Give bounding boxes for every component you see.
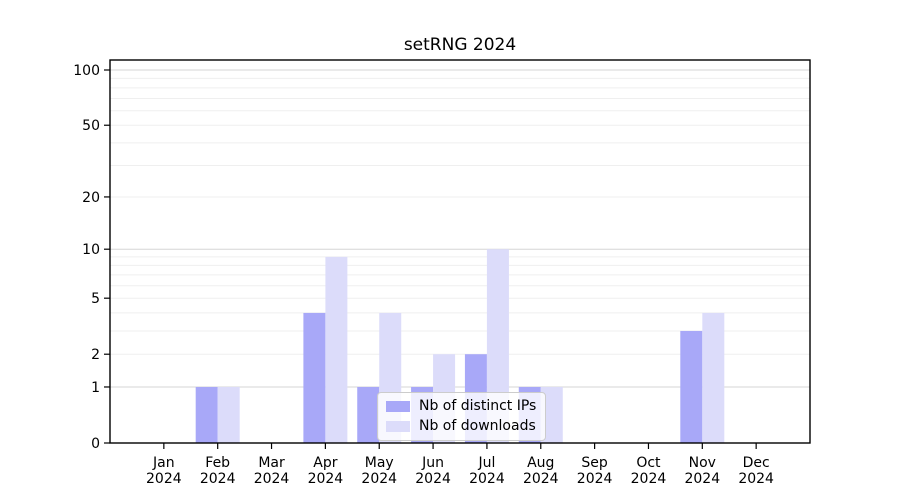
legend-swatch-nb-of-distinct-ips <box>386 401 410 412</box>
legend-label: Nb of downloads <box>419 418 536 434</box>
x-tick-label-month: Nov <box>689 455 716 471</box>
y-tick-label: 50 <box>82 118 100 134</box>
x-tick-label-year: 2024 <box>469 471 505 487</box>
bar-nb-of-downloads <box>217 386 240 443</box>
bar-nb-of-downloads <box>702 312 725 443</box>
plot-frame <box>109 59 811 444</box>
x-tick-label-year: 2024 <box>308 471 344 487</box>
x-tick-label-month: Feb <box>205 455 230 471</box>
x-tick-label-year: 2024 <box>577 471 613 487</box>
y-tick-label: 20 <box>82 190 100 206</box>
y-tick-label: 0 <box>91 436 100 452</box>
legend-label: Nb of distinct IPs <box>419 398 537 414</box>
x-tick-label-month: Dec <box>743 455 770 471</box>
chart-title: setRNG 2024 <box>403 35 517 55</box>
x-tick-label-year: 2024 <box>684 471 720 487</box>
y-tick-label: 2 <box>91 347 100 363</box>
legend: Nb of distinct IPs Nb of downloads <box>377 392 547 441</box>
x-tick-label-month: Jan <box>152 455 175 471</box>
x-tick-label-year: 2024 <box>738 471 774 487</box>
bar-nb-of-downloads <box>540 386 563 443</box>
x-tick-label-month: Jun <box>421 455 444 471</box>
legend-item: Nb of distinct IPs <box>386 398 536 415</box>
x-tick-label-month: Apr <box>313 455 337 471</box>
y-tick-label: 100 <box>73 63 100 79</box>
legend-item: Nb of downloads <box>386 418 536 435</box>
legend-swatch-nb-of-downloads <box>386 421 410 432</box>
x-tick-label-month: Oct <box>636 455 661 471</box>
x-tick-label-month: Jul <box>477 455 495 471</box>
bar-nb-of-distinct-ips <box>680 330 703 443</box>
y-tick-label: 10 <box>82 242 100 258</box>
bar-nb-of-distinct-ips <box>195 386 218 443</box>
bar-nb-of-distinct-ips <box>357 386 380 443</box>
y-tick-label: 1 <box>91 380 100 396</box>
x-tick-label-year: 2024 <box>523 471 559 487</box>
y-tick-label: 5 <box>91 291 100 307</box>
x-tick-label-month: Aug <box>527 455 554 471</box>
x-tick-label-year: 2024 <box>146 471 182 487</box>
bar-nb-of-downloads <box>325 256 348 443</box>
x-tick-label-year: 2024 <box>631 471 667 487</box>
x-tick-label-year: 2024 <box>415 471 451 487</box>
bar-nb-of-distinct-ips <box>303 312 326 443</box>
x-tick-label-month: Mar <box>258 455 285 471</box>
x-tick-label-month: May <box>365 455 394 471</box>
x-tick-label-year: 2024 <box>200 471 236 487</box>
x-tick-label-year: 2024 <box>361 471 397 487</box>
x-tick-label-month: Sep <box>581 455 608 471</box>
x-tick-label-year: 2024 <box>254 471 290 487</box>
